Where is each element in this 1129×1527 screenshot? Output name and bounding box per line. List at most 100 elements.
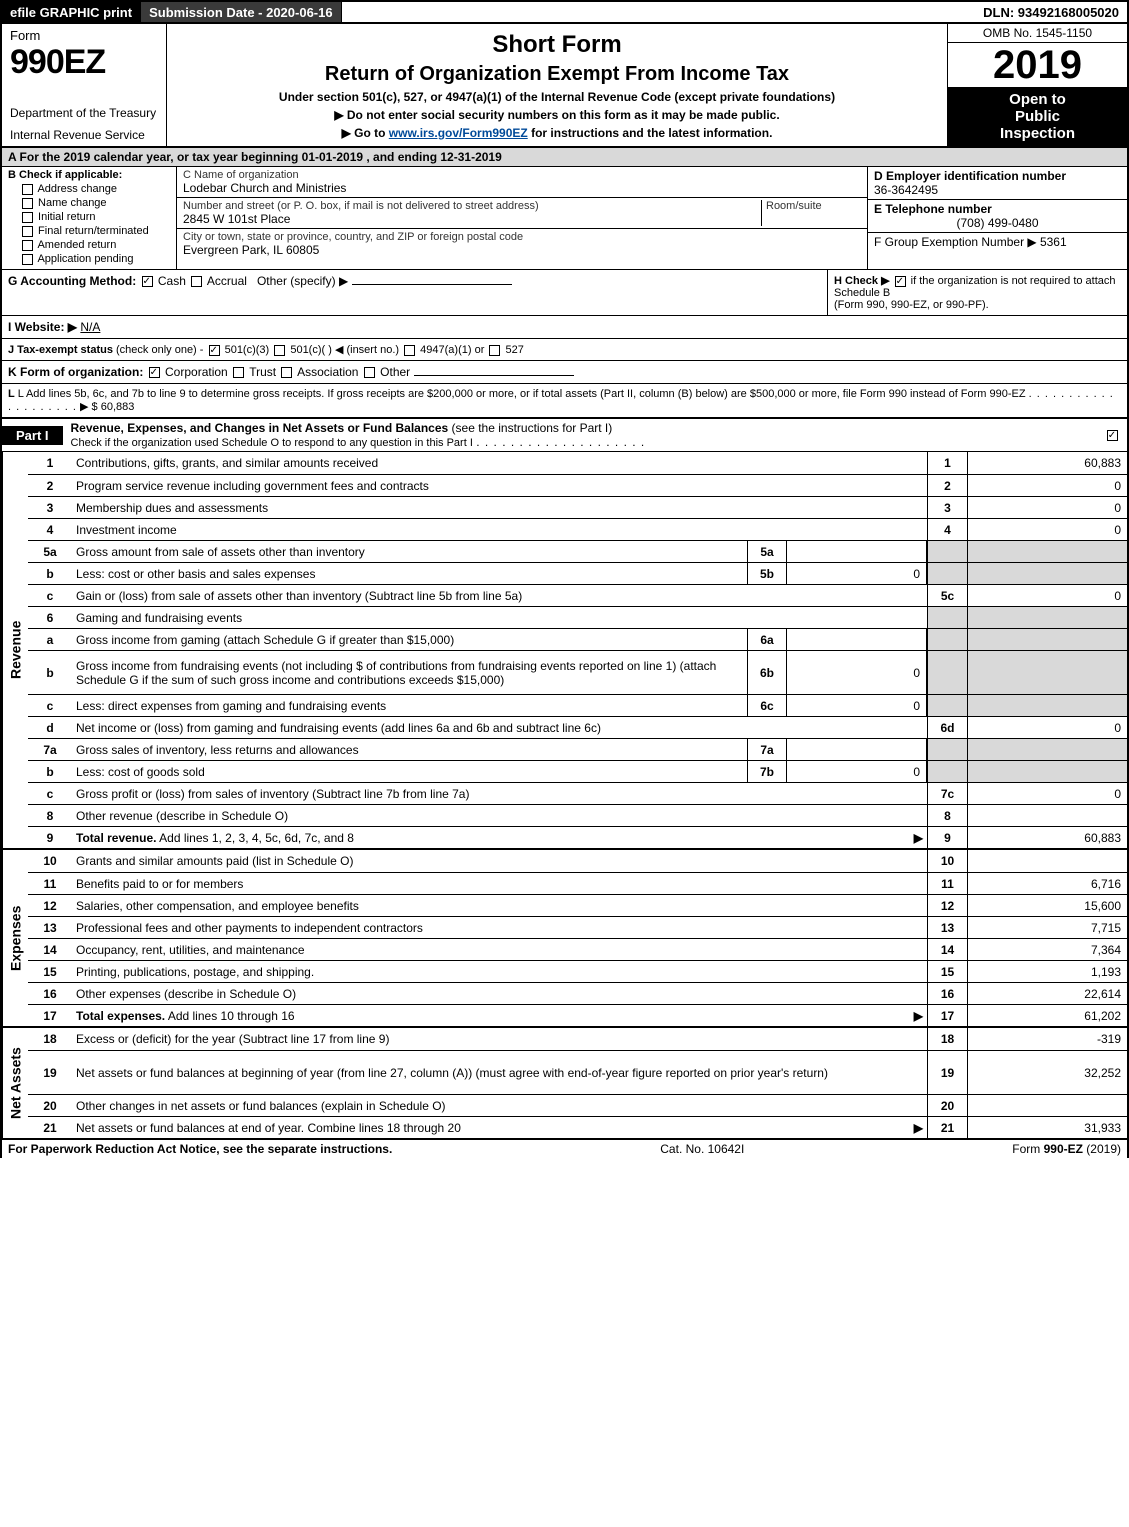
title-return: Return of Organization Exempt From Incom… [177, 63, 937, 86]
line-number: b [28, 563, 72, 584]
j-label: J Tax-exempt status [8, 344, 113, 356]
form-word: Form [10, 28, 158, 43]
check-b-option[interactable]: Amended return [20, 239, 170, 251]
check-b-option[interactable]: Final return/terminated [20, 225, 170, 237]
line-desc: Less: cost of goods sold [72, 761, 747, 782]
main-table: Revenue 1Contributions, gifts, grants, a… [0, 452, 1129, 1140]
right-line-number: 14 [927, 939, 967, 960]
amount: 0 [967, 475, 1127, 496]
k-other: Other [380, 365, 410, 379]
checkbox-assoc[interactable] [281, 367, 292, 378]
dept-irs: Internal Revenue Service [10, 128, 158, 142]
line-desc: Net assets or fund balances at beginning… [72, 1051, 927, 1094]
d-label: D Employer identification number [874, 169, 1121, 183]
website: N/A [80, 320, 100, 334]
line-desc: Contributions, gifts, grants, and simila… [72, 452, 927, 474]
check-b-option[interactable]: Name change [20, 197, 170, 209]
meta-rows: G Accounting Method: Cash Accrual Other … [0, 270, 1129, 418]
spacer [342, 2, 976, 22]
revenue-rows: 1Contributions, gifts, grants, and simil… [28, 452, 1127, 848]
line-number: 8 [28, 805, 72, 826]
line-desc: Investment income [72, 519, 927, 540]
check-b-option[interactable]: Address change [20, 183, 170, 195]
checkbox-trust[interactable] [233, 367, 244, 378]
right-line-number: 6d [927, 717, 967, 738]
right-line-number: 15 [927, 961, 967, 982]
line-desc: Membership dues and assessments [72, 497, 927, 518]
tax-year: 2019 [948, 43, 1127, 87]
right-line-number: 3 [927, 497, 967, 518]
table-row: 20Other changes in net assets or fund ba… [28, 1094, 1127, 1116]
header-subtext: Under section 501(c), 527, or 4947(a)(1)… [177, 90, 937, 104]
line-desc: Less: direct expenses from gaming and fu… [72, 695, 747, 716]
checkbox-accrual[interactable] [191, 276, 202, 287]
checkbox-h[interactable] [895, 276, 906, 287]
line-desc: Other revenue (describe in Schedule O) [72, 805, 927, 826]
line-desc: Net income or (loss) from gaming and fun… [72, 717, 927, 738]
checkbox-cash[interactable] [142, 276, 153, 287]
checkbox-501c[interactable] [274, 345, 285, 356]
form-header: Form 990EZ Department of the Treasury In… [0, 24, 1129, 148]
amount [967, 850, 1127, 872]
dln: DLN: 93492168005020 [975, 2, 1127, 22]
amount [967, 739, 1127, 760]
line-desc: Other expenses (describe in Schedule O) [72, 983, 927, 1004]
amount: 0 [967, 717, 1127, 738]
part1-sub: Check if the organization used Schedule … [71, 437, 473, 449]
check-b-option[interactable]: Application pending [20, 253, 170, 265]
inspection-box: Open to Public Inspection [948, 87, 1127, 146]
part1-tab: Part I [2, 426, 63, 445]
checkbox-part1-schedo[interactable] [1107, 430, 1118, 441]
amount: 60,883 [967, 827, 1127, 848]
insp1: Open to [952, 91, 1123, 108]
check-b-option[interactable]: Initial return [20, 211, 170, 223]
table-row: aGross income from gaming (attach Schedu… [28, 628, 1127, 650]
part1-title-wrap: Revenue, Expenses, and Changes in Net As… [63, 419, 1097, 451]
phone: (708) 499-0480 [874, 216, 1121, 230]
g-accrual: Accrual [207, 274, 247, 288]
irs-link[interactable]: www.irs.gov/Form990EZ [389, 126, 528, 140]
row-i: I Website: ▶ N/A [2, 316, 1127, 339]
right-line-number: 4 [927, 519, 967, 540]
l-amount: ▶ $ 60,883 [80, 401, 134, 413]
checkbox-501c3[interactable] [209, 345, 220, 356]
omb-number: OMB No. 1545-1150 [948, 24, 1127, 43]
table-row: 10Grants and similar amounts paid (list … [28, 850, 1127, 872]
checkbox-527[interactable] [489, 345, 500, 356]
right-line-number [927, 695, 967, 716]
table-row: 4Investment income40 [28, 518, 1127, 540]
line-desc: Gross income from fundraising events (no… [72, 651, 747, 694]
table-row: 18Excess or (deficit) for the year (Subt… [28, 1028, 1127, 1050]
checkbox-4947[interactable] [404, 345, 415, 356]
c-label: C Name of organization [183, 169, 299, 181]
j-opt4: 527 [506, 344, 524, 356]
line-number: 21 [28, 1117, 72, 1138]
amount: 31,933 [967, 1117, 1127, 1138]
line-number: a [28, 629, 72, 650]
right-line-number: 12 [927, 895, 967, 916]
table-row: 13Professional fees and other payments t… [28, 916, 1127, 938]
amount [967, 651, 1127, 694]
checkbox-corp[interactable] [149, 367, 160, 378]
insp2: Public [952, 108, 1123, 125]
line-number: c [28, 695, 72, 716]
vlabel-revenue: Revenue [2, 452, 28, 848]
period-row: A For the 2019 calendar year, or tax yea… [0, 148, 1129, 167]
line-number: 12 [28, 895, 72, 916]
check-b-column: B Check if applicable: Address change Na… [2, 167, 177, 269]
amount: 22,614 [967, 983, 1127, 1004]
sub-line-label: 7b [747, 761, 787, 782]
line-number: b [28, 651, 72, 694]
g-other: Other (specify) ▶ [257, 274, 348, 288]
table-row: 14Occupancy, rent, utilities, and mainte… [28, 938, 1127, 960]
checkbox-other[interactable] [364, 367, 375, 378]
j-opt1: 501(c)(3) [225, 344, 270, 356]
entity-center: C Name of organization Lodebar Church an… [177, 167, 867, 269]
efile-label[interactable]: efile GRAPHIC print [2, 2, 141, 22]
table-row: bLess: cost of goods sold7b0 [28, 760, 1127, 782]
line-desc: Gross profit or (loss) from sales of inv… [72, 783, 927, 804]
h-pre: H Check ▶ [834, 275, 890, 287]
right-line-number: 2 [927, 475, 967, 496]
amount: 0 [967, 783, 1127, 804]
row-g-h: G Accounting Method: Cash Accrual Other … [2, 270, 1127, 316]
